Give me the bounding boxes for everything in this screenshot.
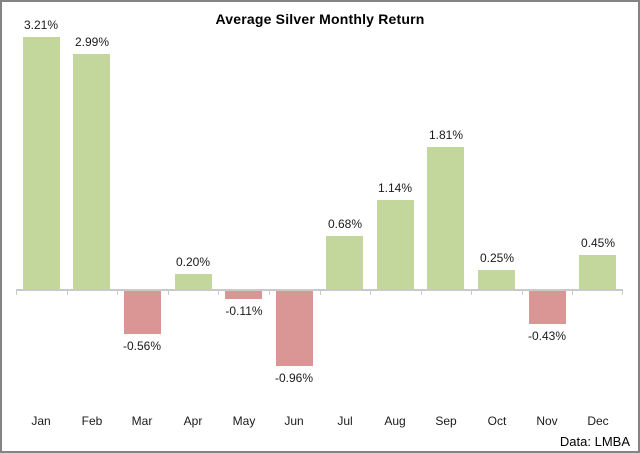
axis-tick — [117, 291, 118, 295]
value-label-jan: 3.21% — [23, 18, 59, 32]
month-label-nov: Nov — [536, 414, 558, 428]
month-label-aug: Aug — [384, 414, 406, 428]
bar-mar — [124, 290, 161, 334]
month-label-dec: Dec — [587, 414, 609, 428]
bar-aug — [377, 200, 414, 290]
value-label-jun: -0.96% — [274, 371, 314, 385]
bar-jun — [276, 290, 313, 366]
month-label-jul: Jul — [337, 414, 353, 428]
bar-apr — [175, 274, 212, 290]
value-label-feb: 2.99% — [74, 35, 110, 49]
value-label-jul: 0.68% — [327, 217, 363, 231]
month-label-jan: Jan — [31, 414, 51, 428]
value-label-dec: 0.45% — [580, 236, 616, 250]
bar-oct — [478, 270, 515, 290]
axis-tick — [269, 291, 270, 295]
axis-tick — [471, 291, 472, 295]
bar-jan — [23, 37, 60, 290]
plot-area: 3.21% Jan 2.99% Feb -0.56% Mar 0.20% Apr -0.11% M… — [16, 2, 623, 451]
bar-nov — [529, 290, 566, 324]
month-label-apr: Apr — [183, 414, 203, 428]
month-label-sep: Sep — [435, 414, 457, 428]
axis-tick — [16, 291, 17, 295]
month-label-may: May — [232, 414, 256, 428]
bar-may — [225, 290, 262, 299]
value-label-oct: 0.25% — [479, 251, 515, 265]
value-label-apr: 0.20% — [175, 255, 211, 269]
value-label-sep: 1.81% — [428, 128, 464, 142]
month-label-oct: Oct — [487, 414, 507, 428]
axis-tick — [572, 291, 573, 295]
axis-tick — [218, 291, 219, 295]
month-label-jun: Jun — [284, 414, 304, 428]
bar-feb — [73, 54, 110, 290]
axis-tick — [622, 291, 623, 295]
bar-dec — [579, 255, 616, 290]
value-label-may: -0.11% — [225, 304, 263, 318]
axis-tick — [421, 291, 422, 295]
source-note: Data: LMBA — [559, 434, 630, 449]
month-label-mar: Mar — [131, 414, 153, 428]
axis-tick — [67, 291, 68, 295]
value-label-aug: 1.14% — [377, 181, 413, 195]
value-label-nov: -0.43% — [527, 329, 567, 343]
bar-jul — [326, 236, 363, 290]
axis-tick — [320, 291, 321, 295]
x-axis-line — [16, 289, 623, 291]
month-label-feb: Feb — [81, 414, 103, 428]
axis-tick — [168, 291, 169, 295]
axis-tick — [522, 291, 523, 295]
chart-title: Average Silver Monthly Return — [215, 11, 425, 27]
value-label-mar: -0.56% — [122, 339, 162, 353]
axis-tick — [370, 291, 371, 295]
bar-sep — [427, 147, 464, 290]
